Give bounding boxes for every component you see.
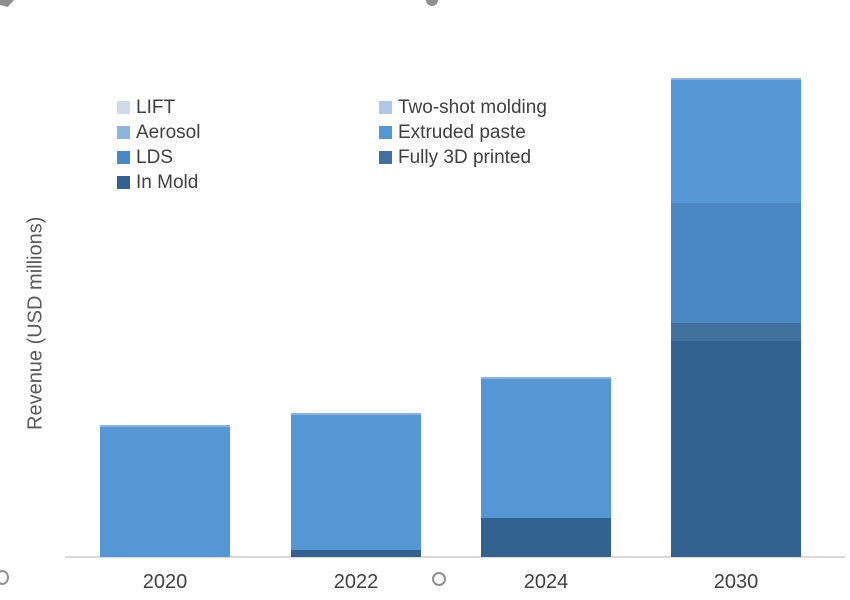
bar-segment-in-mold: [481, 518, 611, 557]
bar-segment-extruded-paste: [291, 415, 421, 550]
bar-2022: [291, 43, 421, 557]
bar-segment-in-mold: [291, 550, 421, 557]
bar-segment-extruded-paste: [671, 80, 801, 203]
bar-2030: [671, 43, 801, 557]
legend-swatch-icon: [379, 126, 392, 139]
cropped-glyph-artifact-top-center: [426, 0, 438, 6]
cropped-glyph-artifact-top-left: [0, 0, 14, 7]
bar-2020: [100, 43, 230, 557]
bar-segment-aerosol: [481, 377, 611, 379]
legend-label: In Mold: [136, 171, 199, 193]
x-tick-label-2024: 2024: [523, 571, 569, 593]
legend-label: Fully 3D printed: [398, 146, 532, 168]
bar-segment-aerosol: [100, 425, 230, 427]
legend-label: Aerosol: [136, 121, 201, 143]
bar-2024: [481, 43, 611, 557]
bar-segment-extruded-paste: [481, 379, 611, 518]
legend-swatch-icon: [117, 151, 130, 164]
bar-segment-aerosol: [291, 413, 421, 415]
legend-item-two-shot-molding: Two-shot molding: [379, 95, 547, 120]
legend-item-in-mold: In Mold: [117, 170, 200, 195]
legend-swatch-icon: [117, 101, 130, 114]
legend-column-1: Two-shot molding Extruded paste Fully 3D p…: [379, 95, 547, 170]
legend-swatch-icon: [379, 101, 392, 114]
legend-swatch-icon: [117, 176, 130, 189]
legend-swatch-icon: [117, 126, 130, 139]
legend-label: LDS: [136, 146, 173, 168]
legend-swatch-icon: [379, 151, 392, 164]
legend-label: LIFT: [136, 96, 176, 118]
x-tick-label-2022: 2022: [333, 571, 379, 593]
x-tick-label-2030: 2030: [713, 571, 759, 593]
bar-segment-lds: [671, 203, 801, 323]
legend-item-aerosol: Aerosol: [117, 120, 200, 145]
bar-segment-in-mold: [671, 341, 801, 557]
bar-segment-fully-3d-printed: [671, 323, 801, 341]
legend-item-lift: LIFT: [117, 95, 200, 120]
legend-item-fully-3d-printed: Fully 3D printed: [379, 145, 547, 170]
legend-label: Extruded paste: [398, 121, 526, 143]
cropped-glyph-artifact-bottom-left: [0, 570, 9, 585]
bar-segment-aerosol: [671, 78, 801, 80]
legend-column-0: LIFT Aerosol LDS In Mold: [117, 95, 200, 195]
cropped-glyph-artifact-bottom-center: [432, 572, 446, 586]
x-tick-label-2020: 2020: [142, 571, 188, 593]
legend-item-extruded-paste: Extruded paste: [379, 120, 547, 145]
bar-segment-extruded-paste: [100, 427, 230, 557]
legend-label: Two-shot molding: [398, 96, 547, 118]
legend-item-lds: LDS: [117, 145, 200, 170]
x-axis-line: [65, 556, 845, 558]
